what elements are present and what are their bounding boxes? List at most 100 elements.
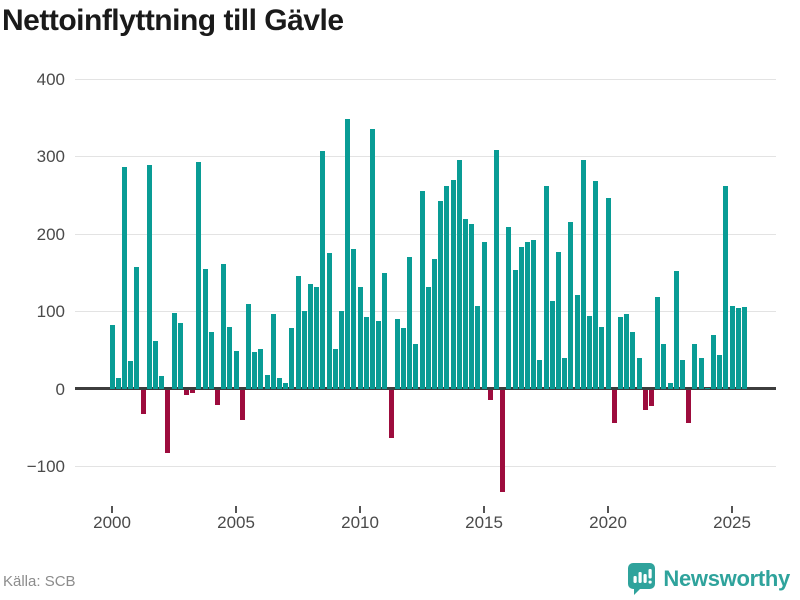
gridline (75, 466, 776, 468)
bar-chart: 400 300 200 100 0 −100 2000 2005 2010 2015 2020 202… (26, 71, 776, 532)
bar (555, 252, 561, 389)
bar (487, 390, 493, 401)
bar (283, 382, 289, 389)
bar (438, 201, 444, 389)
bar (407, 257, 413, 389)
bar (388, 390, 394, 439)
bar (686, 390, 692, 423)
bar (562, 357, 568, 389)
bar (518, 247, 524, 389)
bar (121, 167, 127, 389)
bar (140, 390, 146, 414)
bar (574, 295, 580, 389)
x-axis-label: 2020 (589, 513, 627, 532)
bar (376, 321, 382, 389)
bar (450, 179, 456, 389)
bar (233, 350, 239, 389)
bar (276, 377, 282, 389)
bar (636, 357, 642, 389)
bar (431, 259, 437, 389)
bar (128, 360, 134, 389)
gridline (75, 156, 776, 158)
bar (351, 249, 357, 389)
bar (679, 360, 685, 389)
bar (456, 160, 462, 389)
bar (363, 316, 369, 389)
x-axis-tick (731, 506, 734, 513)
bar (301, 311, 307, 389)
x-axis-label: 2025 (713, 513, 751, 532)
bar (469, 223, 475, 389)
gridline (75, 79, 776, 80)
bar-chart-badge-icon (628, 563, 656, 595)
bar (258, 349, 264, 389)
bar (345, 119, 351, 389)
bar (624, 314, 630, 389)
gridline (75, 233, 776, 235)
bar (512, 270, 518, 389)
bar (704, 388, 710, 389)
bar (531, 240, 537, 389)
bar (698, 357, 704, 389)
y-axis-label: 0 (55, 379, 65, 399)
bar (599, 326, 605, 389)
bar (394, 319, 400, 389)
bar (661, 343, 667, 389)
bar (617, 316, 623, 389)
gridline (75, 311, 776, 313)
brand-name: Newsworthy (663, 566, 790, 591)
newsworthy-logo[interactable]: Newsworthy (628, 563, 790, 595)
bar (648, 390, 654, 406)
x-axis-tick (607, 506, 610, 513)
bar (611, 390, 617, 423)
y-axis-label: −100 (26, 457, 65, 477)
bar (165, 390, 171, 454)
bar (630, 332, 636, 389)
bar (159, 376, 165, 389)
bar (214, 390, 220, 406)
bar (196, 161, 202, 389)
zero-line (75, 387, 776, 391)
bar (723, 185, 729, 389)
x-axis-tick (111, 506, 114, 513)
bar (655, 297, 661, 389)
bar (270, 313, 276, 389)
x-axis-label: 2010 (341, 513, 379, 532)
bar (400, 327, 406, 389)
bar (171, 312, 177, 389)
bar (202, 268, 208, 389)
bar (208, 332, 214, 389)
bar (320, 151, 326, 389)
page-title: Nettoinflyttning till Gävle (2, 4, 344, 37)
bar (568, 222, 574, 389)
x-axis-label: 2005 (217, 513, 255, 532)
x-axis-tick (235, 506, 238, 513)
bar (586, 315, 592, 389)
source-label: Källa: SCB (3, 573, 76, 590)
bar (605, 198, 611, 389)
bar (115, 377, 121, 389)
bar (289, 328, 295, 389)
bar (146, 164, 152, 389)
bar (221, 264, 227, 389)
bar (667, 382, 673, 389)
y-axis-label: 200 (36, 224, 65, 244)
bar (190, 390, 196, 393)
bar (419, 191, 425, 389)
y-axis-label: 100 (36, 302, 65, 322)
x-axis-tick (483, 506, 486, 513)
bar (239, 390, 245, 420)
bar (369, 129, 375, 389)
bar (314, 287, 320, 389)
bar (332, 348, 338, 389)
bar (227, 326, 233, 389)
bar (462, 219, 468, 389)
y-axis-label: 300 (36, 147, 65, 167)
bar (593, 181, 599, 389)
bar (326, 253, 332, 389)
bar (537, 360, 543, 389)
bar (475, 305, 481, 389)
bar (338, 311, 344, 389)
bar (444, 185, 450, 389)
bar (735, 308, 741, 389)
